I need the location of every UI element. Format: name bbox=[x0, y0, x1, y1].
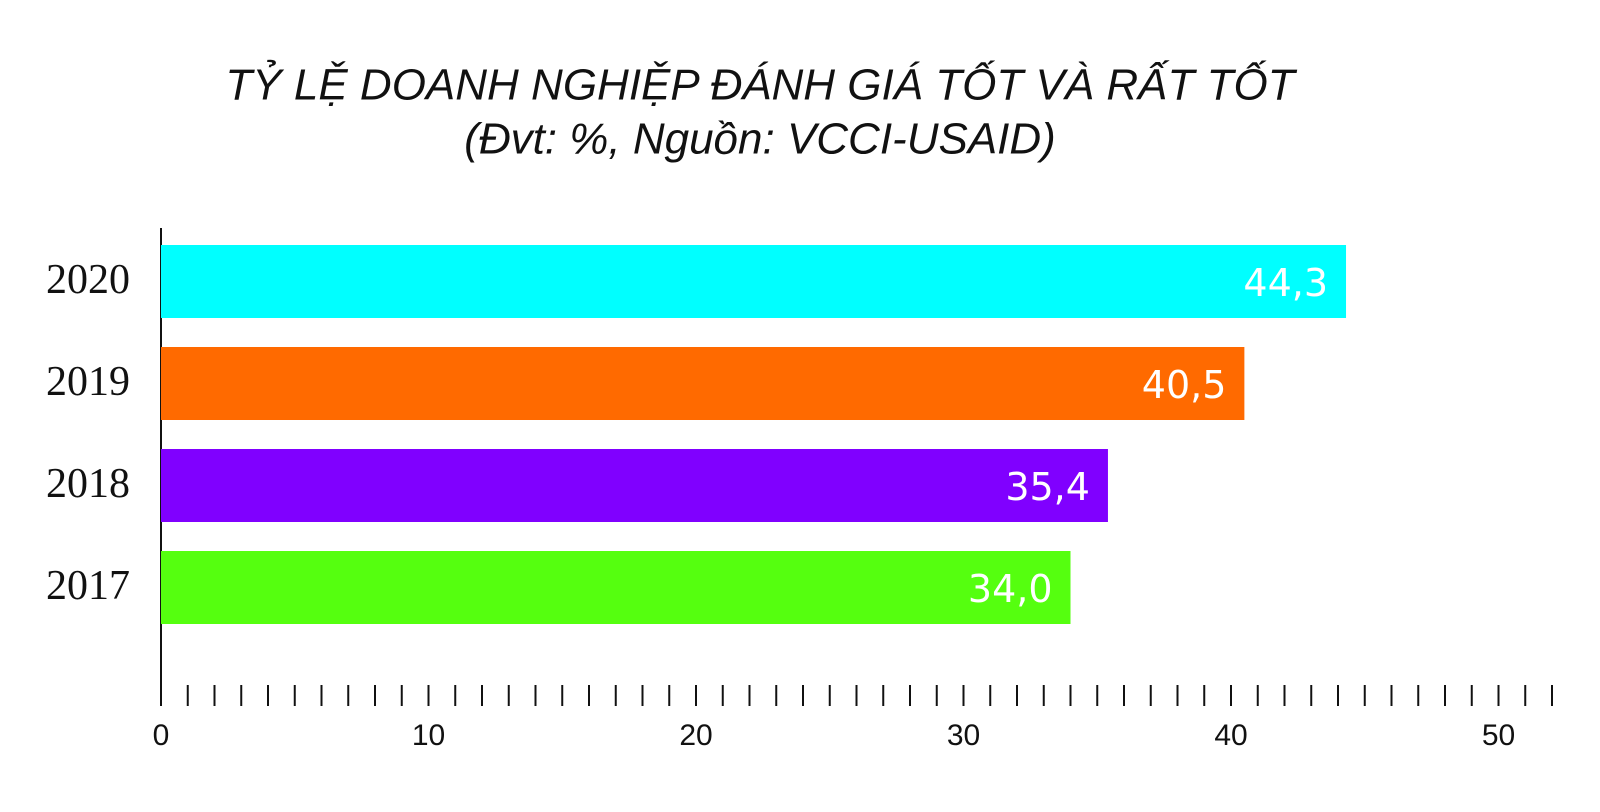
x-tick-label: 50 bbox=[1482, 719, 1515, 752]
chart-title: TỶ LỆ DOANH NGHIỆP ĐÁNH GIÁ TỐT VÀ RẤT T… bbox=[225, 59, 1297, 110]
value-label: 44,3 bbox=[1243, 261, 1328, 305]
x-tick-label: 20 bbox=[679, 719, 712, 752]
bar bbox=[161, 551, 1071, 624]
category-label: 2019 bbox=[46, 359, 130, 405]
category-label: 2017 bbox=[46, 563, 130, 609]
category-label: 2020 bbox=[46, 257, 130, 303]
x-tick-label: 10 bbox=[412, 719, 445, 752]
x-tick-label: 40 bbox=[1214, 719, 1247, 752]
category-label: 2018 bbox=[46, 461, 130, 507]
value-label: 40,5 bbox=[1142, 363, 1227, 407]
x-tick-label: 30 bbox=[947, 719, 980, 752]
bar bbox=[161, 245, 1347, 318]
bar bbox=[161, 347, 1245, 420]
bar bbox=[161, 449, 1108, 522]
value-label: 35,4 bbox=[1005, 465, 1090, 509]
x-tick-label: 0 bbox=[153, 719, 170, 752]
chart-subtitle: (Đvt: %, Nguồn: VCCI-USAID) bbox=[464, 115, 1056, 164]
value-label: 34,0 bbox=[968, 567, 1053, 611]
